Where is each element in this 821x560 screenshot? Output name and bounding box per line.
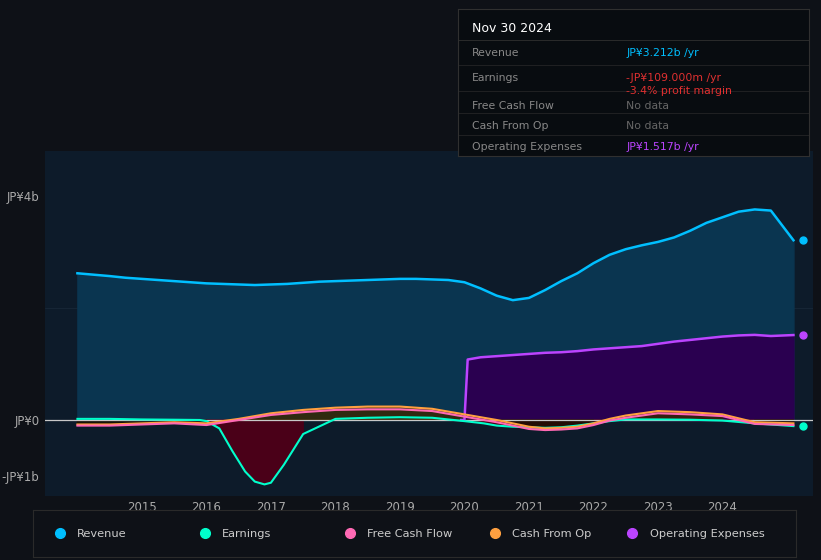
Text: JP¥1.517b /yr: JP¥1.517b /yr bbox=[626, 142, 699, 152]
Text: Cash From Op: Cash From Op bbox=[512, 529, 592, 539]
Text: JP¥3.212b /yr: JP¥3.212b /yr bbox=[626, 48, 699, 58]
Text: -JP¥109.000m /yr: -JP¥109.000m /yr bbox=[626, 73, 722, 83]
Text: Revenue: Revenue bbox=[77, 529, 126, 539]
Text: Free Cash Flow: Free Cash Flow bbox=[367, 529, 452, 539]
Text: No data: No data bbox=[626, 122, 669, 132]
Text: Operating Expenses: Operating Expenses bbox=[649, 529, 764, 539]
Text: Operating Expenses: Operating Expenses bbox=[472, 142, 582, 152]
Text: Nov 30 2024: Nov 30 2024 bbox=[472, 22, 552, 35]
Text: No data: No data bbox=[626, 101, 669, 111]
Text: Earnings: Earnings bbox=[222, 529, 272, 539]
Text: Revenue: Revenue bbox=[472, 48, 520, 58]
Text: -3.4% profit margin: -3.4% profit margin bbox=[626, 86, 732, 96]
Text: Free Cash Flow: Free Cash Flow bbox=[472, 101, 554, 111]
Text: Cash From Op: Cash From Op bbox=[472, 122, 548, 132]
Text: Earnings: Earnings bbox=[472, 73, 519, 83]
